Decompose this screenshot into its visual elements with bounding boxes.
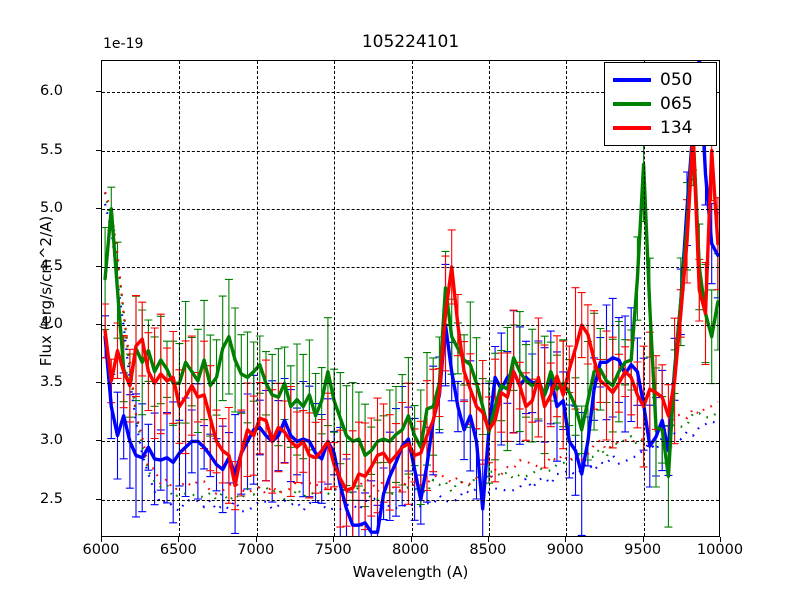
x-tick-label: 10000 [696,542,744,558]
legend-entry: 134 [611,116,710,140]
y-tick-label: 3.5 [39,374,63,391]
x-tick-mark [720,537,721,542]
legend-color-swatch [613,102,651,106]
x-tick-mark [410,537,412,542]
x-tick-label: 6500 [159,542,197,558]
x-tick-mark [333,537,335,542]
legend-color-swatch [613,126,651,130]
legend-label: 134 [660,117,693,138]
spectrum-line-134 [103,131,719,492]
legend: 050 065 134 [604,62,717,146]
x-tick-label: 8000 [392,542,429,558]
y-tick-label: 2.5 [39,490,63,507]
x-tick-mark [565,537,567,542]
x-tick-mark [101,537,102,542]
y-axis-label: Flux (erg/s/cm^2/A) [37,215,55,367]
y-tick-label: 6.0 [39,83,63,100]
x-tick-mark [178,537,180,542]
x-tick-mark [642,537,644,542]
y-tick-mark [96,149,101,151]
x-tick-label: 7000 [237,542,275,558]
legend-entry: 050 [611,68,710,92]
y-tick-mark [96,207,101,209]
y-tick-label: 5.5 [39,141,63,158]
y-tick-label: 4.5 [39,257,63,274]
x-tick-label: 6000 [82,542,120,558]
spectrum-line-065 [103,131,719,478]
legend-label: 050 [660,69,693,90]
x-tick-label: 7500 [314,542,352,558]
x-tick-label: 8500 [469,542,507,558]
y-tick-mark [96,498,101,500]
legend-color-swatch [613,78,651,82]
y-tick-mark [96,324,101,326]
x-tick-label: 9500 [624,542,662,558]
x-tick-label: 9000 [546,542,584,558]
y-tick-mark [96,440,101,442]
y-tick-mark [96,91,101,93]
y-tick-label: 5.0 [39,199,63,216]
y-tick-label: 4.0 [39,316,63,333]
x-tick-mark [255,537,257,542]
legend-label: 065 [660,93,693,114]
y-tick-label: 3.0 [39,432,63,449]
dotted-trace [104,192,719,503]
y-axis-offset-label: 1e-19 [103,36,144,52]
x-axis-label: Wavelength (A) [352,563,469,581]
legend-entry: 065 [611,92,710,116]
x-tick-mark [487,537,489,542]
y-tick-mark [96,382,101,384]
y-tick-mark [96,265,101,267]
plot-title: 105224101 [361,32,460,52]
